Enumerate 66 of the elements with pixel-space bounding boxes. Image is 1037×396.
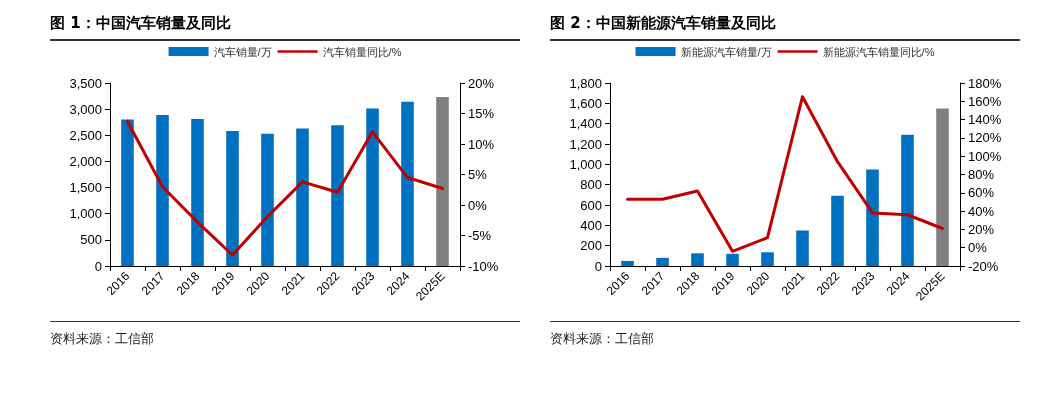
bar [261,133,274,266]
y2-tick-label: 160% [968,93,1002,109]
y-tick-label: 2,500 [69,127,102,143]
y-tick-label: 3,500 [69,75,102,91]
bar [436,97,449,266]
y2-tick-label: 100% [968,148,1002,164]
y2-tick-label: -20% [968,258,999,274]
y-tick-label: 600 [580,197,602,213]
y2-tick-label: 15% [468,106,495,121]
y-tick-label: 800 [580,177,602,193]
y-tick-label: 200 [580,238,602,254]
y2-tick-label: 60% [968,185,995,201]
y2-tick-label: 140% [968,112,1002,128]
legend-label: 汽车销量/万 [213,45,272,58]
y2-tick-label: 10% [468,136,495,152]
y2-tick-label: 20% [968,221,995,237]
y-tick-label: 3,000 [69,101,102,117]
y-tick-label: 1,000 [69,206,102,222]
y2-tick-label: 0% [968,240,988,256]
bar [401,101,414,266]
bar [156,114,169,266]
bar [901,134,914,266]
bar [936,108,949,266]
y-tick-label: 1,200 [569,136,602,152]
bar [296,128,309,266]
line-series [626,95,944,253]
bar [366,108,379,266]
legend-label: 新能源汽车销量/万 [680,45,772,58]
bar [621,260,634,266]
bar [726,253,739,266]
legend-label: 新能源汽车销量同比/% [822,45,935,58]
bar [121,119,134,266]
y-tick-label: 1,000 [569,156,602,172]
y2-tick-label: -5% [468,228,492,243]
bar [191,119,204,266]
bar [656,257,669,266]
y-tick-label: 0 [94,258,102,274]
chart-title: 图 2：中国新能源汽车销量及同比 [550,14,1020,41]
y2-tick-label: 5% [468,167,488,182]
bar [691,253,704,266]
bar [226,131,239,266]
y-tick-label: 500 [80,232,102,248]
chart-title: 图 1：中国汽车销量及同比 [50,14,520,41]
y2-tick-label: 20% [468,75,495,91]
bar [331,125,344,266]
y-tick-label: 1,400 [569,116,602,132]
y2-tick-label: 120% [968,130,1002,146]
y-tick-label: 0 [594,258,602,274]
text: 资料来源：工信部 [50,321,520,348]
text: 资料来源：工信部 [550,321,1020,348]
bar [796,230,809,266]
y-tick-label: 1,600 [569,95,602,111]
legend-label: 汽车销量同比/% [322,45,402,58]
y-tick-label: 1,800 [569,75,602,91]
y-tick-label: 1,500 [69,180,102,196]
bar [866,169,879,266]
y-tick-label: 2,000 [69,153,102,169]
y-tick-label: 400 [580,217,602,233]
y2-tick-label: -10% [468,258,499,274]
y2-tick-label: 40% [968,203,995,219]
y2-tick-label: 0% [468,197,488,213]
y2-tick-label: 180% [968,75,1002,91]
bar [761,252,774,266]
y2-tick-label: 80% [968,167,995,182]
bar [831,195,844,266]
line-series [126,119,444,257]
